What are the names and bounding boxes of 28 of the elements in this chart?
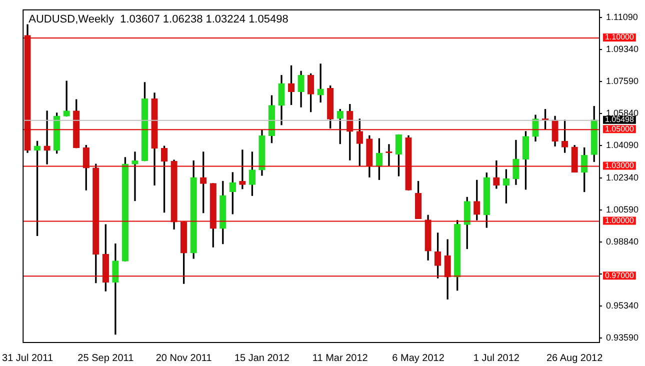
x-tick-label: 15 Jan 2012 bbox=[234, 352, 290, 364]
x-tick-label: 11 Mar 2012 bbox=[312, 352, 368, 364]
ref-line-label: 1.03000 bbox=[605, 160, 634, 170]
ref-line-label: 1.05498 bbox=[605, 115, 634, 124]
ref-line-label: 1.00000 bbox=[605, 216, 634, 225]
ref-line-label: 1.10000 bbox=[605, 32, 634, 42]
y-tick-label: 0.98840 bbox=[606, 236, 639, 246]
x-tick-label: 6 May 2012 bbox=[392, 352, 445, 364]
x-tick-label: 26 Aug 2012 bbox=[546, 352, 604, 364]
y-tick-label: 0.93590 bbox=[606, 332, 639, 343]
y-tick-label: 1.11090 bbox=[606, 12, 638, 22]
candlestick bbox=[132, 152, 138, 202]
y-tick-label: 1.02340 bbox=[606, 172, 639, 182]
ref-line-label: 1.05000 bbox=[605, 124, 634, 134]
candlestick bbox=[112, 243, 119, 335]
y-tick-label: 0.95340 bbox=[606, 300, 639, 311]
y-tick-label: 1.07590 bbox=[606, 76, 639, 86]
y-tick-label: 1.09340 bbox=[606, 44, 639, 54]
x-tick-label: 1 Jul 2012 bbox=[473, 352, 520, 364]
x-tick-label: 25 Sep 2011 bbox=[78, 352, 134, 364]
ref-line-label: 0.97000 bbox=[605, 270, 634, 280]
x-tick-label: 20 Nov 2011 bbox=[156, 352, 212, 364]
x-tick-label: 31 Jul 2011 bbox=[2, 352, 54, 364]
y-tick-label: 1.00590 bbox=[606, 204, 639, 214]
candlestick bbox=[44, 110, 50, 164]
y-tick-label: 1.04090 bbox=[606, 140, 639, 150]
candlestick bbox=[239, 150, 246, 190]
chart-title: AUDUSD,Weekly 1.03607 1.06238 1.03224 1.05498 bbox=[28, 13, 288, 26]
